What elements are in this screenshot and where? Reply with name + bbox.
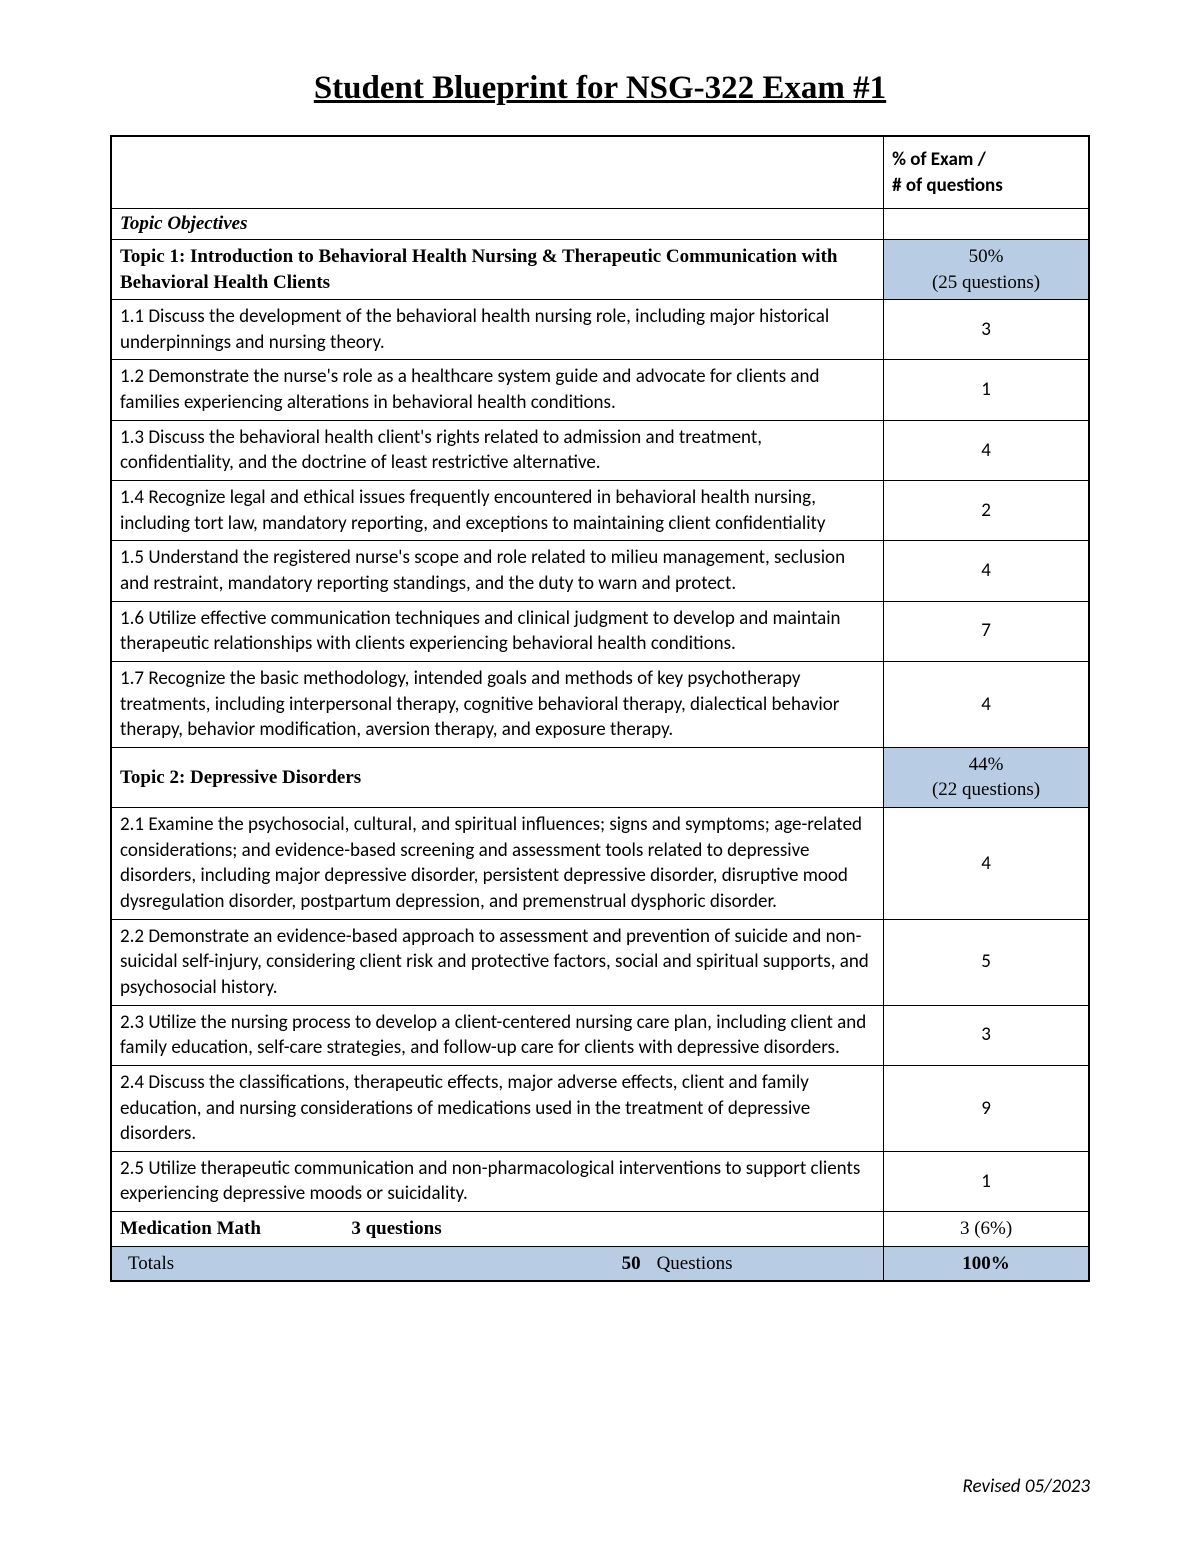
obj-n: 5 — [884, 919, 1089, 1005]
topic-1-header: Topic 1: Introduction to Behavioral Heal… — [111, 239, 1089, 299]
medmath-main: Medication Math 3 questions — [111, 1212, 884, 1247]
totals-right: 100% — [884, 1246, 1089, 1281]
footer-revised: Revised 05/2023 — [963, 1475, 1090, 1498]
obj-n: 4 — [884, 808, 1089, 920]
obj-1-6: 1.6 Utilize effective communication tech… — [111, 601, 1089, 661]
obj-1-3: 1.3 Discuss the behavioral health client… — [111, 420, 1089, 480]
obj-text: 1.7 Recognize the basic methodology, int… — [111, 661, 884, 747]
obj-text: 1.6 Utilize effective communication tech… — [111, 601, 884, 661]
obj-2-3: 2.3 Utilize the nursing process to devel… — [111, 1005, 1089, 1065]
obj-text: 1.3 Discuss the behavioral health client… — [111, 420, 884, 480]
header-row: % of Exam / # of questions — [111, 136, 1089, 209]
topic-2-percent: 44% — [969, 754, 1004, 775]
obj-n: 7 — [884, 601, 1089, 661]
obj-2-4: 2.4 Discuss the classifications, therape… — [111, 1065, 1089, 1151]
header-empty — [111, 136, 884, 209]
obj-n: 4 — [884, 541, 1089, 601]
page-title: Student Blueprint for NSG-322 Exam #1 — [110, 70, 1090, 107]
totals-count: 50 — [573, 1249, 649, 1279]
obj-text: 2.2 Demonstrate an evidence-based approa… — [111, 919, 884, 1005]
obj-1-5: 1.5 Understand the registered nurse's sc… — [111, 541, 1089, 601]
obj-n: 9 — [884, 1065, 1089, 1151]
topic-1-pct: 50% (25 questions) — [884, 239, 1089, 299]
obj-1-7: 1.7 Recognize the basic methodology, int… — [111, 661, 1089, 747]
obj-text: 2.3 Utilize the nursing process to devel… — [111, 1005, 884, 1065]
header-right: % of Exam / # of questions — [884, 136, 1089, 209]
section-label-right — [884, 209, 1089, 240]
obj-n: 3 — [884, 1005, 1089, 1065]
medmath-row: Medication Math 3 questions 3 (6%) — [111, 1212, 1089, 1247]
topic-1-percent: 50% — [969, 246, 1004, 267]
page: Student Blueprint for NSG-322 Exam #1 % … — [0, 0, 1200, 1553]
blueprint-table: % of Exam / # of questions Topic Objecti… — [110, 135, 1090, 1282]
totals-label: Totals — [120, 1249, 573, 1279]
obj-text: 1.1 Discuss the development of the behav… — [111, 300, 884, 360]
obj-text: 1.2 Demonstrate the nurse's role as a he… — [111, 360, 884, 420]
topic-1-title: Topic 1: Introduction to Behavioral Heal… — [111, 239, 884, 299]
medmath-right: 3 (6%) — [884, 1212, 1089, 1247]
obj-n: 4 — [884, 420, 1089, 480]
obj-n: 1 — [884, 360, 1089, 420]
obj-2-2: 2.2 Demonstrate an evidence-based approa… — [111, 919, 1089, 1005]
topic-2-title: Topic 2: Depressive Disorders — [111, 747, 884, 807]
topic-1-count: (25 questions) — [932, 272, 1040, 293]
obj-n: 3 — [884, 300, 1089, 360]
medmath-label: Medication Math — [112, 1214, 343, 1244]
totals-main: Totals 50 Questions — [111, 1246, 884, 1281]
obj-n: 1 — [884, 1151, 1089, 1211]
obj-text: 2.1 Examine the psychosocial, cultural, … — [111, 808, 884, 920]
obj-text: 2.4 Discuss the classifications, therape… — [111, 1065, 884, 1151]
obj-text: 2.5 Utilize therapeutic communication an… — [111, 1151, 884, 1211]
totals-unit: Questions — [649, 1249, 876, 1279]
obj-n: 4 — [884, 661, 1089, 747]
obj-1-4: 1.4 Recognize legal and ethical issues f… — [111, 481, 1089, 541]
medmath-qlabel: 3 questions — [343, 1214, 883, 1244]
obj-text: 1.5 Understand the registered nurse's sc… — [111, 541, 884, 601]
topic-2-header: Topic 2: Depressive Disorders 44% (22 qu… — [111, 747, 1089, 807]
obj-text: 1.4 Recognize legal and ethical issues f… — [111, 481, 884, 541]
topic-2-count: (22 questions) — [932, 779, 1040, 800]
section-label-row: Topic Objectives — [111, 209, 1089, 240]
totals-row: Totals 50 Questions 100% — [111, 1246, 1089, 1281]
obj-n: 2 — [884, 481, 1089, 541]
obj-2-5: 2.5 Utilize therapeutic communication an… — [111, 1151, 1089, 1211]
section-label: Topic Objectives — [111, 209, 884, 240]
topic-2-pct: 44% (22 questions) — [884, 747, 1089, 807]
obj-1-2: 1.2 Demonstrate the nurse's role as a he… — [111, 360, 1089, 420]
obj-2-1: 2.1 Examine the psychosocial, cultural, … — [111, 808, 1089, 920]
obj-1-1: 1.1 Discuss the development of the behav… — [111, 300, 1089, 360]
